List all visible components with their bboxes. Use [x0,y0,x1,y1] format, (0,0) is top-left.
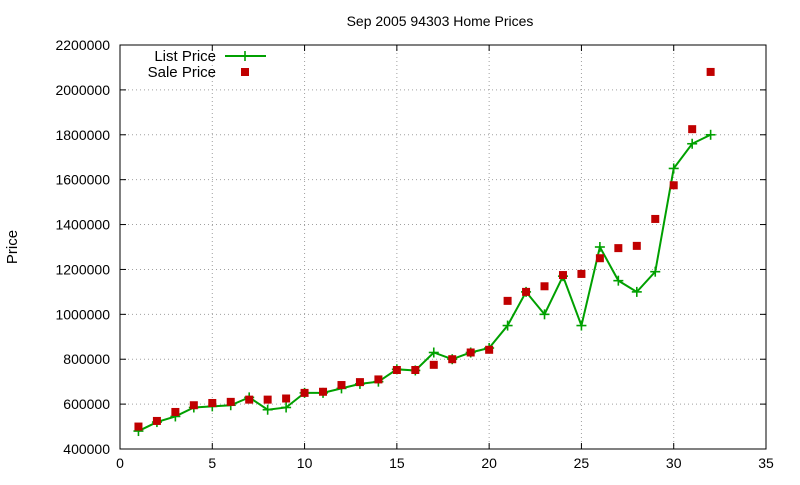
axis-ticks: 0 5 10 15 20 25 30 35 400000 600000 800000 1000000 1… [55,37,774,471]
legend-marker [240,51,250,61]
x-tick-label: 30 [666,455,682,471]
data-point [282,394,291,403]
x-tick-label: 5 [208,455,216,471]
data-point [613,275,624,286]
data-point [706,67,715,76]
data-point [262,404,273,415]
legend: List Price Sale Price [148,48,266,81]
data-point [595,254,604,263]
data-point [281,402,292,413]
data-point [263,395,272,404]
y-tick-label: 2000000 [55,82,110,98]
y-tick-label: 1800000 [55,127,110,143]
y-tick-label: 2200000 [55,37,110,53]
data-point [631,286,642,297]
data-point [392,365,401,374]
x-tick-label: 15 [389,455,405,471]
data-point [576,320,587,331]
data-point [650,266,661,277]
data-point [669,181,678,190]
data-point [411,365,420,374]
data-point [134,422,143,431]
y-axis-label: Price [4,230,21,264]
data-point [374,375,383,384]
data-point [705,129,716,140]
x-tick-label: 35 [758,455,774,471]
data-point [539,309,550,320]
y-tick-label: 400000 [63,441,110,457]
data-point [337,381,346,390]
data-point [152,416,161,425]
data-point [502,320,513,331]
data-point [245,395,254,404]
data-point [614,244,623,253]
y-tick-label: 600000 [63,396,110,412]
data-point [319,387,328,396]
data-point [687,138,698,149]
x-tick-label: 25 [574,455,590,471]
data-point [428,347,439,358]
series-sale-price [134,67,715,431]
data-point [300,388,309,397]
legend-label-list-price: List Price [154,48,216,65]
data-point [540,282,549,291]
y-tick-label: 1400000 [55,217,110,233]
data-point [448,355,457,364]
legend-label-sale-price: Sale Price [148,64,216,81]
data-point [226,397,235,406]
data-point [429,360,438,369]
data-point [171,407,180,416]
data-point [594,242,605,252]
legend-sample-list-price [225,51,266,61]
series-layer [133,67,716,437]
y-tick-label: 1200000 [55,261,110,277]
data-point [466,348,475,357]
y-tick-label: 1000000 [55,306,110,322]
data-point [577,269,586,278]
series-list-price [133,129,716,437]
data-point [485,345,494,354]
data-point [189,401,198,410]
x-tick-label: 10 [297,455,313,471]
grid-lines [120,45,766,449]
chart-title: Sep 2005 94303 Home Prices [347,13,534,29]
plot-frame [119,44,767,450]
data-point [668,163,679,174]
legend-marker [241,68,249,76]
data-point [688,125,697,134]
data-point [355,378,364,387]
data-point [208,398,217,407]
x-tick-label: 20 [481,455,497,471]
legend-sample-sale-price [241,68,249,76]
x-tick-label: 0 [116,455,124,471]
data-point [632,241,641,250]
y-tick-label: 1600000 [55,172,110,188]
data-point [503,296,512,305]
data-point [558,271,567,280]
y-tick-label: 800000 [63,351,110,367]
data-point [522,287,531,296]
data-point [651,214,660,223]
